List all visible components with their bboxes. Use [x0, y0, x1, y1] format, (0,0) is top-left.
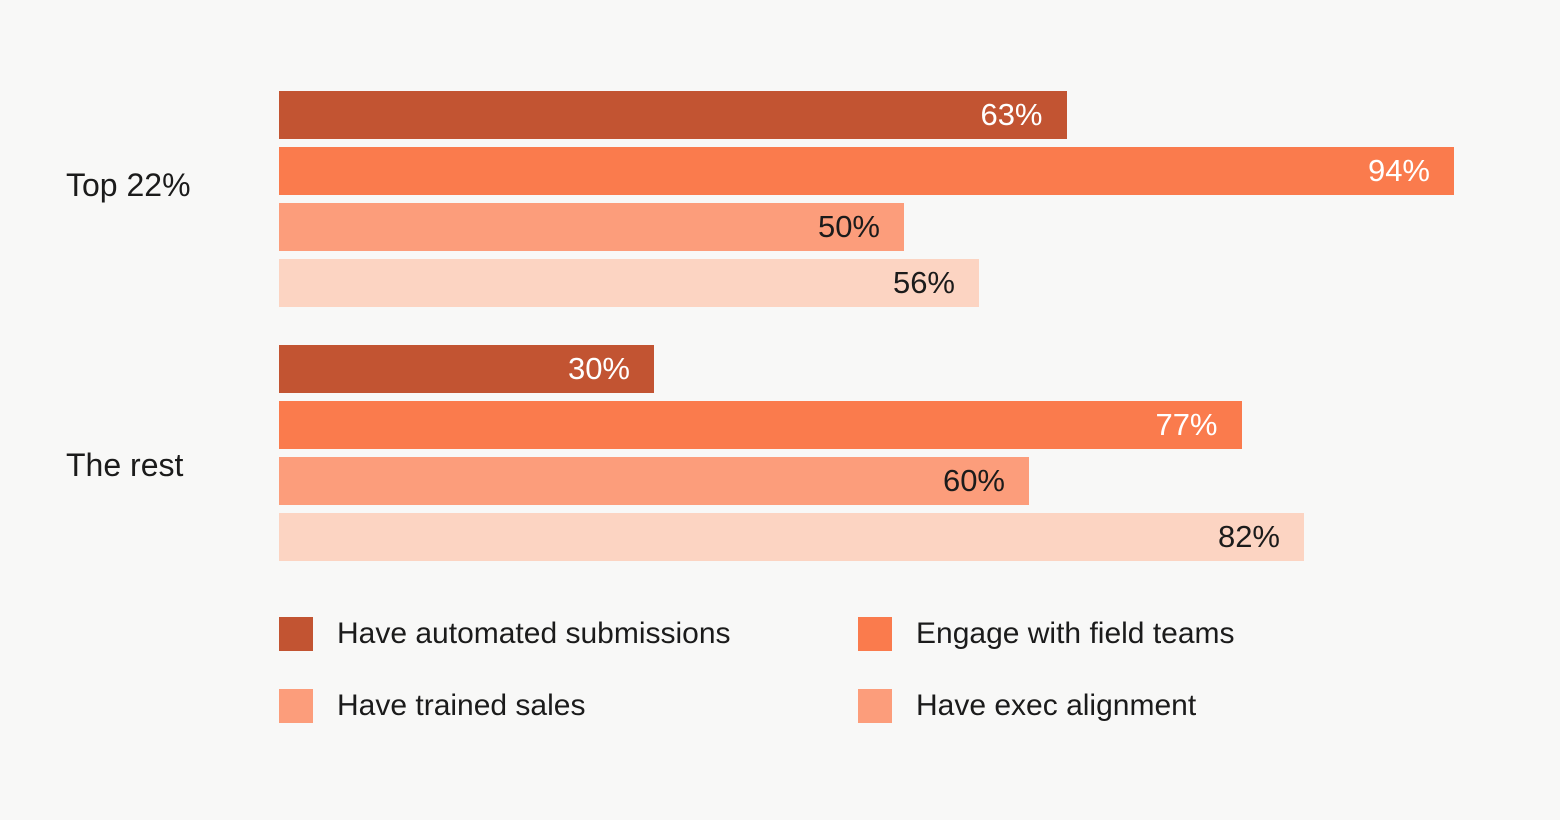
bar-engage-with-field-teams-top-22: 94% — [279, 147, 1454, 195]
bar-value-label: 94% — [1367, 153, 1430, 188]
legend-swatch-icon — [858, 617, 892, 651]
legend-label: Have exec alignment — [916, 689, 1197, 722]
legend-swatch-icon — [279, 689, 313, 723]
legend-label: Have automated submissions — [337, 617, 731, 650]
bar-value-label: 63% — [980, 97, 1043, 132]
bar-have-exec-alignment-top-22: 56% — [279, 259, 979, 307]
bar-have-trained-sales-top-22: 50% — [279, 203, 904, 251]
legend-item-have-trained-sales: Have trained sales — [279, 689, 585, 723]
legend-label: Have trained sales — [337, 689, 586, 722]
bar-have-automated-submissions-the-rest: 30% — [279, 345, 654, 393]
bar-have-trained-sales-the-rest: 60% — [279, 457, 1029, 505]
bar-value-label: 60% — [942, 463, 1005, 498]
group-label-the-rest: The rest — [66, 447, 184, 483]
bar-value-label: 30% — [567, 351, 630, 386]
bar-value-label: 77% — [1155, 407, 1218, 442]
bar-engage-with-field-teams-the-rest: 77% — [279, 401, 1242, 449]
bar-have-automated-submissions-top-22: 63% — [279, 91, 1067, 139]
bar-value-label: 82% — [1217, 519, 1280, 554]
legend-item-have-automated-submissions: Have automated submissions — [279, 617, 731, 651]
legend-swatch-icon — [858, 689, 892, 723]
group-label-top-22: Top 22% — [66, 167, 191, 203]
bar-value-label: 56% — [892, 265, 955, 300]
legend-item-engage-with-field-teams: Engage with field teams — [858, 617, 1235, 651]
legend-item-have-exec-alignment: Have exec alignment — [858, 689, 1196, 723]
legend-swatch-icon — [279, 617, 313, 651]
bar-value-label: 50% — [817, 209, 880, 244]
legend-label: Engage with field teams — [916, 617, 1235, 650]
bar-have-exec-alignment-the-rest: 82% — [279, 513, 1304, 561]
